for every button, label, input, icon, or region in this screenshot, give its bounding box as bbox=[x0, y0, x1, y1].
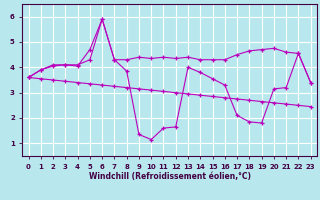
X-axis label: Windchill (Refroidissement éolien,°C): Windchill (Refroidissement éolien,°C) bbox=[89, 172, 251, 181]
